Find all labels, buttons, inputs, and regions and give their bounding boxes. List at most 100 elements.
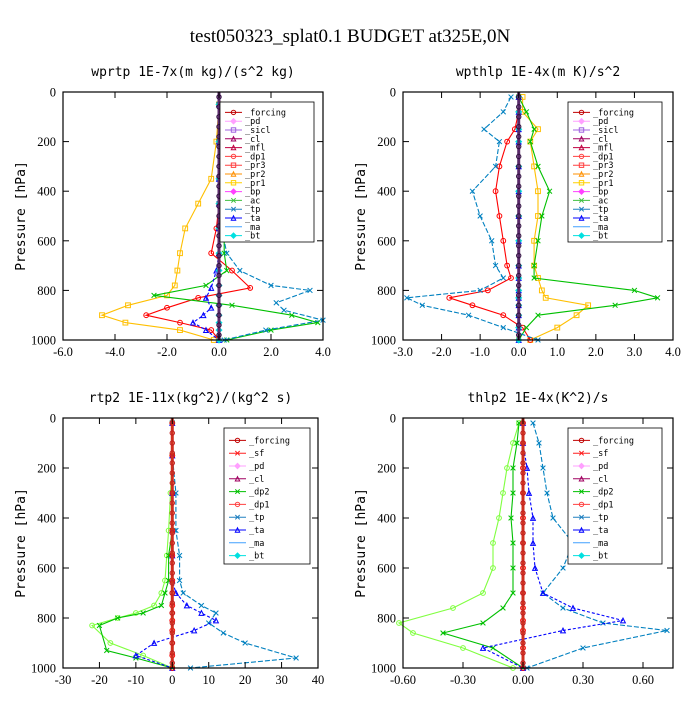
data-point-ta xyxy=(569,604,577,611)
zero-line-marker xyxy=(169,620,175,626)
zero-line-marker xyxy=(169,600,175,606)
legend-label: _ta xyxy=(249,526,264,536)
data-point-tp xyxy=(198,602,205,609)
zero-line-marker xyxy=(520,440,526,446)
x-tick-label: 0.30 xyxy=(572,673,594,687)
zero-line-marker xyxy=(520,570,526,576)
legend-marker xyxy=(234,489,241,495)
data-point-dp2 xyxy=(440,630,446,636)
data-point-tp xyxy=(500,275,507,281)
data-point-pr1 xyxy=(182,225,189,232)
data-point-ac xyxy=(546,188,553,194)
data-point-tp xyxy=(465,312,472,318)
data-point-ta xyxy=(619,616,627,624)
data-point-tp xyxy=(176,577,183,584)
data-point-pr1 xyxy=(535,213,541,219)
data-point-dp2 xyxy=(103,647,110,654)
zero-line-marker xyxy=(520,560,526,566)
y-tick-label: 200 xyxy=(377,135,396,149)
legend-label: _dp2 xyxy=(593,488,613,498)
data-point-pr1 xyxy=(177,327,183,333)
x-tick-label: 30 xyxy=(275,673,288,687)
legend-marker xyxy=(234,450,241,456)
legend-label: _forcing xyxy=(593,436,634,446)
zero-line-marker xyxy=(169,470,175,476)
data-point-ta xyxy=(200,311,207,319)
data-point-dp2 xyxy=(162,590,168,596)
x-tick-label: 1.0 xyxy=(549,345,565,359)
y-tick-label: 1000 xyxy=(371,662,396,676)
x-tick-label: 10 xyxy=(202,673,215,687)
x-tick-label: 4.0 xyxy=(665,345,681,359)
zero-line-marker xyxy=(169,610,175,616)
y-tick-label: 400 xyxy=(377,512,396,526)
chart-panel-1: wprtp 1E-7x(m kg)/(s^2 kg) Pressure [hPa]… xyxy=(14,65,331,359)
legend-marker xyxy=(230,109,237,116)
chart-title: wprtp 1E-7x(m kg)/(s^2 kg) xyxy=(91,65,295,80)
legend-marker xyxy=(230,170,237,177)
legend-marker xyxy=(230,188,237,195)
zero-line-marker xyxy=(520,650,526,656)
zero-line-marker xyxy=(520,480,526,486)
y-axis-label: Pressure [hPa] xyxy=(14,161,29,271)
zero-line-marker xyxy=(520,550,526,556)
legend-label: _pd xyxy=(593,117,608,127)
data-point-ac xyxy=(151,292,157,299)
legend-marker xyxy=(230,144,237,151)
zero-line-marker xyxy=(216,252,222,259)
data-point-pr1 xyxy=(125,302,131,309)
legend-marker xyxy=(578,475,585,482)
zero-line-marker xyxy=(520,500,526,506)
legend-label: _sicl xyxy=(593,126,619,136)
y-tick-label: 800 xyxy=(377,284,396,298)
series-line-dp2 xyxy=(98,423,173,669)
zero-line-marker xyxy=(516,292,522,299)
legend-marker xyxy=(578,162,585,168)
legend-label: _pr2 xyxy=(245,170,265,180)
zero-line-marker xyxy=(516,213,522,219)
y-tick-label: 400 xyxy=(377,185,396,199)
zero-line-marker xyxy=(516,272,522,279)
data-point-dp1 xyxy=(446,294,453,301)
zero-line-marker xyxy=(169,520,175,526)
data-point-dp1 xyxy=(158,590,165,596)
zero-line-marker xyxy=(516,203,522,209)
legend-label: _cl xyxy=(593,475,608,485)
series-line-tp xyxy=(171,423,297,669)
data-point-ta xyxy=(183,601,191,609)
zero-line-marker xyxy=(169,440,175,446)
data-point-tp xyxy=(404,295,410,301)
data-point-tp xyxy=(242,640,248,646)
legend-label: _dp1 xyxy=(245,152,265,162)
legend-label: _ta xyxy=(593,526,608,536)
data-point-dp1 xyxy=(490,540,496,546)
legend-marker xyxy=(578,206,585,212)
zero-line-marker xyxy=(520,520,526,526)
legend-marker xyxy=(230,153,237,160)
data-point-dp1 xyxy=(496,213,503,219)
data-point-ac xyxy=(631,287,638,294)
data-point-dp1 xyxy=(132,610,139,616)
zero-line-marker xyxy=(169,480,175,486)
x-tick-label: 0.60 xyxy=(632,673,654,687)
x-tick-label: -0.60 xyxy=(390,673,416,687)
data-point-dp1 xyxy=(510,440,516,446)
legend-label: _ac xyxy=(245,196,260,206)
x-tick-label: 0.0 xyxy=(211,345,227,359)
data-point-ac xyxy=(535,238,541,244)
data-point-tp xyxy=(419,302,426,309)
chart-title: wpthlp 1E-4x(m K)/s^2 xyxy=(456,65,620,80)
data-point-ta xyxy=(531,564,539,571)
y-tick-label: 400 xyxy=(37,185,56,199)
data-point-dp2 xyxy=(140,610,146,616)
x-tick-label: -0.30 xyxy=(450,673,476,687)
data-point-ac xyxy=(224,267,230,274)
data-point-ta xyxy=(479,644,487,651)
y-tick-label: 1000 xyxy=(371,334,396,348)
legend-marker xyxy=(578,214,585,221)
data-point-dp1 xyxy=(504,465,510,471)
y-tick-label: 0 xyxy=(390,86,396,100)
data-point-ta xyxy=(525,489,533,496)
zero-line-marker xyxy=(169,650,175,656)
